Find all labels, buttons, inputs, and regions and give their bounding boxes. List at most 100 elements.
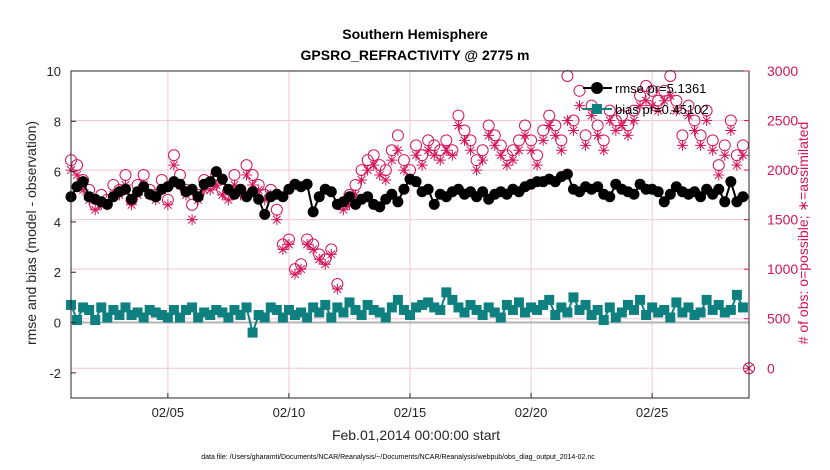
obs-assimilated-point: [604, 115, 616, 127]
bias-point: [380, 312, 391, 323]
obs-assimilated-point: [477, 154, 489, 166]
x-tick-label: 02/15: [394, 405, 427, 420]
obs-assimilated-point: [283, 238, 295, 250]
bias-point: [653, 307, 664, 318]
obs-assimilated-point: [89, 204, 101, 216]
obs-possible-point: [186, 198, 199, 211]
bias-point: [277, 312, 288, 323]
bias-point: [604, 302, 615, 313]
bias-point: [138, 312, 149, 323]
obs-assimilated-point: [235, 189, 246, 201]
rmse-point: [725, 176, 737, 188]
rmse-point: [235, 183, 246, 195]
obs-assimilated-point: [513, 144, 525, 156]
rmse-point: [362, 191, 374, 203]
obs-assimilated-point: [465, 144, 477, 156]
bias-point: [689, 309, 700, 320]
bias-point: [211, 304, 222, 315]
bias-point: [259, 312, 270, 323]
bias-point: [392, 294, 403, 305]
rmse-point: [186, 183, 198, 195]
bias-point: [289, 309, 300, 320]
obs-assimilated-point: [567, 124, 579, 136]
obs-assimilated-point: [241, 169, 253, 181]
obs-assimilated-point: [695, 139, 707, 151]
bias-point: [168, 304, 179, 315]
obs-assimilated-point: [664, 90, 676, 102]
obs-assimilated-point: [247, 179, 259, 191]
bias-point: [683, 302, 694, 313]
rmse-point: [126, 193, 138, 205]
x-axis-label: Feb.01,2014 00:00:00 start: [332, 427, 500, 443]
obs-assimilated-point: [628, 115, 640, 127]
legend-rmse-marker: [591, 82, 603, 94]
rmse-point: [313, 191, 325, 203]
rmse-point: [737, 191, 749, 203]
y-left-tick-label: -2: [49, 366, 61, 381]
rmse-point: [428, 198, 440, 210]
bias-point: [126, 309, 137, 320]
obs-assimilated-point: [622, 129, 634, 141]
y-left-tick-label: 8: [54, 114, 61, 129]
bias-point: [144, 304, 155, 315]
y-right-tick-label: 0: [767, 360, 775, 376]
bias-point: [695, 307, 706, 318]
obs-assimilated-point: [337, 204, 349, 216]
bias-point: [120, 302, 131, 313]
rmse-point: [192, 191, 204, 203]
bias-point: [374, 307, 385, 318]
obs-assimilated-point: [507, 154, 519, 166]
bias-point: [441, 287, 452, 298]
bias-point: [568, 292, 579, 303]
bias-point: [659, 304, 670, 315]
rmse-point: [247, 186, 259, 198]
bias-point: [556, 302, 567, 313]
bias-point: [465, 299, 476, 310]
bias-point: [641, 309, 652, 320]
obs-possible-point: [640, 79, 653, 92]
bias-point: [707, 304, 718, 315]
obs-assimilated-point: [682, 110, 694, 122]
rmse-point: [101, 198, 113, 210]
bias-point: [108, 304, 119, 315]
rmse-point: [386, 188, 398, 200]
obs-assimilated-point: [380, 174, 392, 186]
obs-assimilated-point: [719, 149, 731, 161]
chart-subtitle: GPSRO_REFRACTIVITY @ 2775 m: [301, 47, 530, 63]
obs-assimilated-point: [670, 105, 682, 117]
rmse-point: [374, 201, 386, 213]
bias-point: [235, 309, 246, 320]
x-tick-label: 02/10: [273, 405, 306, 420]
bias-point: [386, 302, 397, 313]
bias-point: [544, 294, 555, 305]
obs-assimilated-point: [561, 115, 573, 127]
bias-point: [526, 302, 537, 313]
obs-assimilated-point: [574, 100, 585, 112]
obs-assimilated-point: [374, 169, 386, 181]
y-right-tick-label: 1500: [767, 212, 798, 228]
bias-point: [156, 309, 167, 320]
obs-assimilated-point: [301, 238, 313, 250]
obs-assimilated-point: [725, 124, 737, 136]
bias-point: [477, 309, 488, 320]
obs-assimilated-point: [616, 120, 628, 131]
bias-point: [435, 304, 446, 315]
obs-assimilated-point: [277, 243, 289, 255]
bias-point: [96, 302, 107, 313]
rmse-point: [174, 178, 186, 190]
rmse-point: [658, 196, 670, 208]
y-left-tick-label: 4: [54, 215, 61, 230]
bias-point: [417, 299, 428, 310]
x-tick-label: 02/05: [152, 405, 185, 420]
obs-count-series: [65, 69, 755, 375]
data-file-footnote: data file: /Users/gharamti/Documents/NCA…: [201, 454, 595, 461]
bias-point: [247, 327, 258, 338]
obs-assimilated-point: [198, 184, 210, 196]
legend-rmse-label: rmse pr=5.1361: [615, 81, 706, 96]
y-right-tick-label: 500: [767, 311, 791, 327]
obs-assimilated-point: [707, 144, 719, 156]
x-tick-label: 02/25: [636, 405, 669, 420]
bias-point: [265, 302, 276, 313]
bias-point: [223, 312, 234, 323]
bias-point: [538, 299, 549, 310]
